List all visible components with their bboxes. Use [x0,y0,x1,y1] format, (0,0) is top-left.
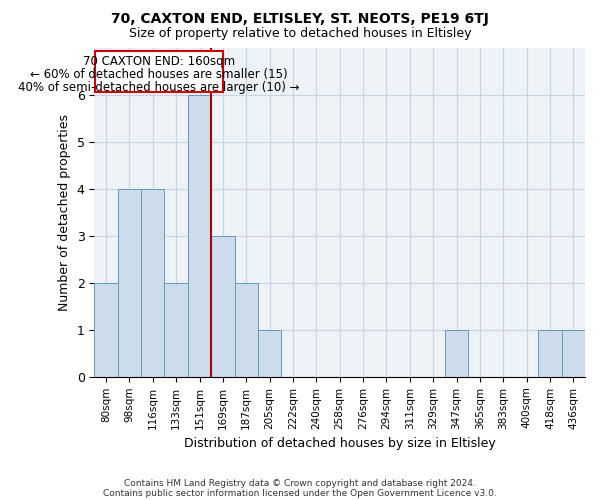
Text: Size of property relative to detached houses in Eltisley: Size of property relative to detached ho… [129,28,471,40]
Bar [94,282,118,377]
Text: Contains HM Land Registry data © Crown copyright and database right 2024.: Contains HM Land Registry data © Crown c… [124,478,476,488]
Bar [211,236,235,377]
Bar [562,330,585,377]
Bar [164,282,188,377]
Bar [258,330,281,377]
Bar [141,188,164,377]
Bar [235,282,258,377]
Bar [188,94,211,377]
Text: 40% of semi-detached houses are larger (10) →: 40% of semi-detached houses are larger (… [19,81,300,94]
Bar [538,330,562,377]
Text: 70 CAXTON END: 160sqm: 70 CAXTON END: 160sqm [83,56,235,68]
Text: 70, CAXTON END, ELTISLEY, ST. NEOTS, PE19 6TJ: 70, CAXTON END, ELTISLEY, ST. NEOTS, PE1… [111,12,489,26]
X-axis label: Distribution of detached houses by size in Eltisley: Distribution of detached houses by size … [184,437,496,450]
Text: Contains public sector information licensed under the Open Government Licence v3: Contains public sector information licen… [103,488,497,498]
Bar [118,188,141,377]
Bar [445,330,468,377]
FancyBboxPatch shape [95,51,223,92]
Y-axis label: Number of detached properties: Number of detached properties [58,114,71,310]
Text: ← 60% of detached houses are smaller (15): ← 60% of detached houses are smaller (15… [31,68,288,81]
